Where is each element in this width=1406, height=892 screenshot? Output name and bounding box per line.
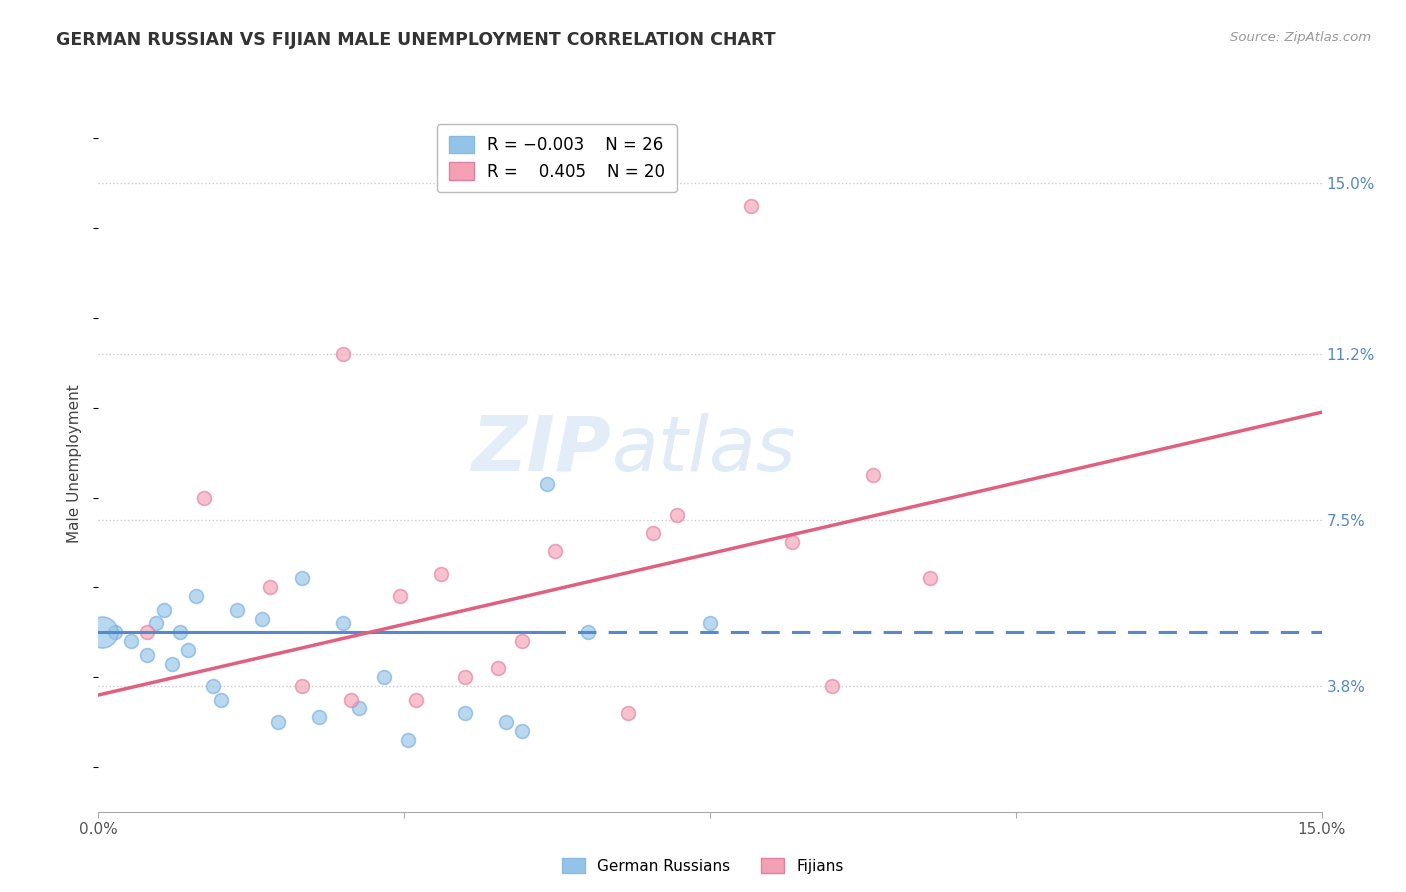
Point <box>291 571 314 585</box>
Point <box>267 714 290 729</box>
Point <box>201 679 224 693</box>
Point <box>617 706 640 720</box>
Point <box>332 347 354 361</box>
Point <box>862 468 884 483</box>
Point <box>291 679 314 693</box>
Legend: R = −0.003    N = 26, R =    0.405    N = 20: R = −0.003 N = 26, R = 0.405 N = 20 <box>437 124 676 193</box>
Point <box>389 589 412 603</box>
Point <box>920 571 942 585</box>
Point <box>186 589 208 603</box>
Point <box>259 580 281 594</box>
Point <box>91 625 114 640</box>
Point <box>740 199 762 213</box>
Point <box>226 603 249 617</box>
Point <box>209 692 232 706</box>
Point <box>373 670 395 684</box>
Point <box>308 710 330 724</box>
Legend: German Russians, Fijians: German Russians, Fijians <box>557 852 849 880</box>
Point <box>536 477 558 491</box>
Point <box>512 634 534 648</box>
Point <box>250 612 273 626</box>
Point <box>177 643 200 657</box>
Point <box>641 526 664 541</box>
Point <box>193 491 215 505</box>
Text: Source: ZipAtlas.com: Source: ZipAtlas.com <box>1230 31 1371 45</box>
Point <box>169 625 191 640</box>
Point <box>495 714 517 729</box>
Point <box>821 679 844 693</box>
Point <box>136 625 159 640</box>
Text: ZIP: ZIP <box>472 413 612 487</box>
Y-axis label: Male Unemployment: Male Unemployment <box>67 384 83 543</box>
Point <box>430 566 453 581</box>
Point <box>332 616 354 631</box>
Point <box>666 508 689 523</box>
Point <box>576 625 599 640</box>
Point <box>780 535 803 549</box>
Point <box>544 544 567 558</box>
Point <box>340 692 363 706</box>
Point <box>104 625 127 640</box>
Point <box>160 657 183 671</box>
Point <box>454 670 477 684</box>
Point <box>405 692 427 706</box>
Text: atlas: atlas <box>612 413 797 487</box>
Point <box>152 603 174 617</box>
Point <box>120 634 142 648</box>
Text: GERMAN RUSSIAN VS FIJIAN MALE UNEMPLOYMENT CORRELATION CHART: GERMAN RUSSIAN VS FIJIAN MALE UNEMPLOYME… <box>56 31 776 49</box>
Point <box>486 661 509 675</box>
Point <box>512 723 534 738</box>
Point <box>454 706 477 720</box>
Point <box>396 732 419 747</box>
Point <box>349 701 371 715</box>
Point <box>136 648 159 662</box>
Point <box>145 616 167 631</box>
Point <box>699 616 721 631</box>
